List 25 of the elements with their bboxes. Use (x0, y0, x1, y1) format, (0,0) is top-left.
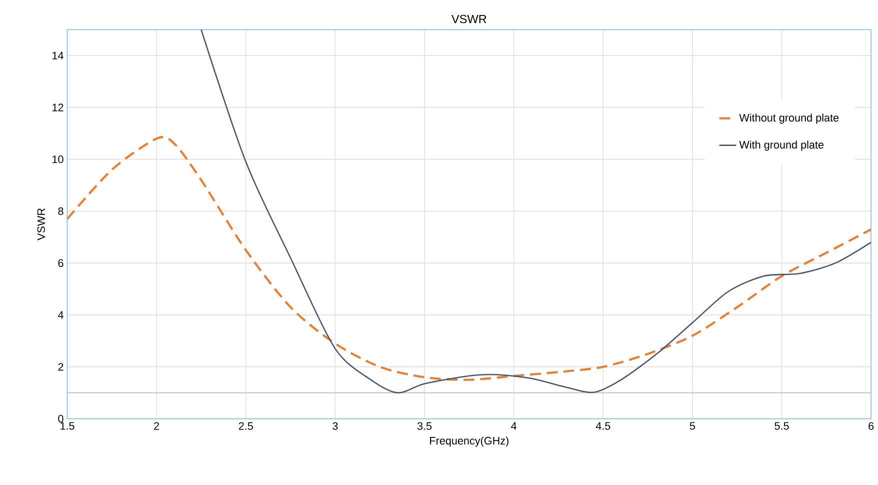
x-tick-label: 6 (868, 422, 874, 430)
y-tick-label: 4 (58, 311, 64, 319)
y-tick-label: 12 (52, 104, 64, 112)
y-axis-title: VSWR (37, 208, 45, 240)
chart-title: VSWR (451, 14, 486, 24)
y-tick-label: 14 (52, 52, 64, 60)
y-tick-label: 0 (58, 414, 64, 423)
y-tick-label: 10 (52, 156, 64, 164)
x-tick-label: 4 (511, 422, 516, 430)
x-tick-label: 3 (332, 422, 338, 430)
y-tick-label: 2 (58, 363, 64, 371)
x-tick-label: 2 (154, 422, 160, 430)
x-tick-label: 5.5 (774, 422, 789, 430)
x-tick-label: 4.5 (596, 422, 610, 430)
line-series (200, 30, 872, 394)
x-tick-label: 1.5 (60, 422, 74, 430)
x-tick-label: 3.5 (417, 422, 432, 430)
x-axis-title: Frequency(GHz) (430, 436, 508, 447)
x-tick-label: 5 (690, 422, 695, 430)
legend-label: Without ground plate (739, 114, 839, 124)
y-tick-label: 6 (58, 259, 64, 267)
x-tick-label: 2.5 (238, 422, 253, 430)
legend-label: With ground plate (739, 140, 824, 151)
y-tick-label: 8 (58, 207, 64, 216)
line-series (67, 136, 872, 381)
